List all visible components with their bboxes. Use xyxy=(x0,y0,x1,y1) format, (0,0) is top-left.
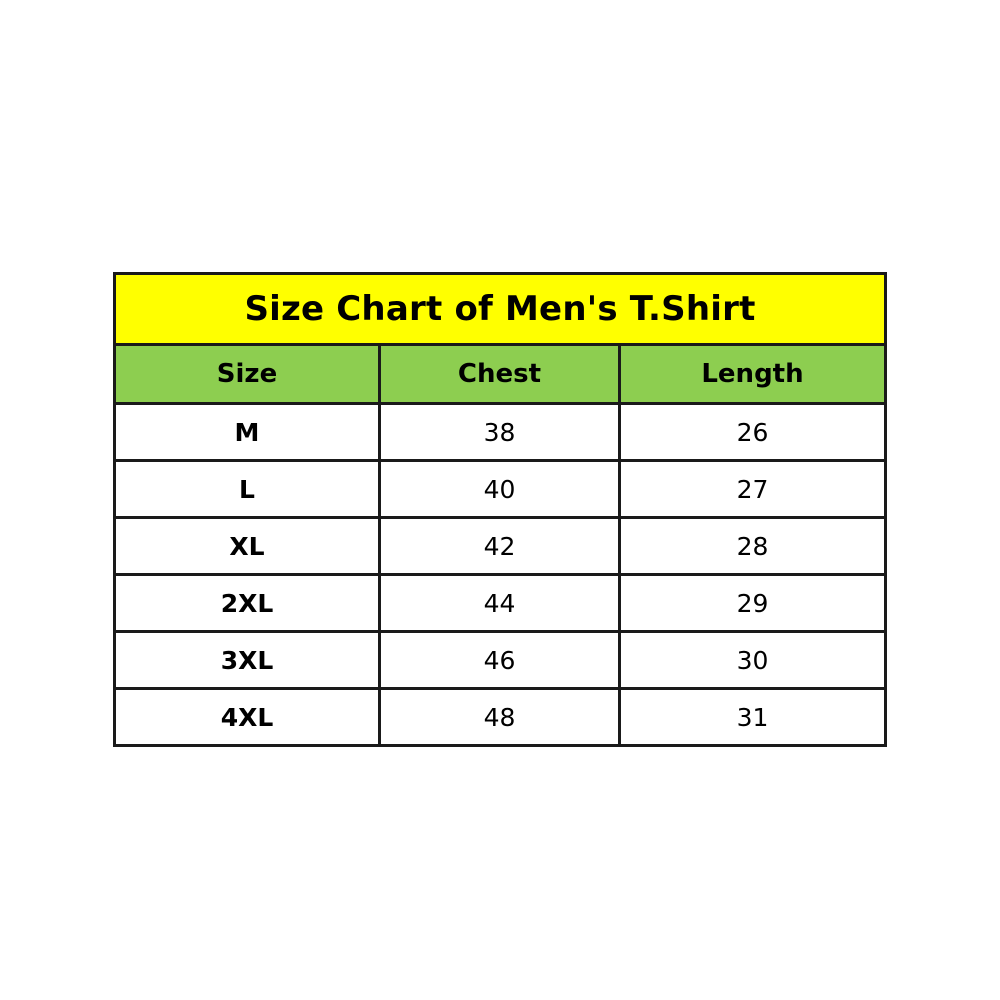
chart-title: Size Chart of Men's T.Shirt xyxy=(113,272,887,346)
cell-size: M xyxy=(113,402,381,462)
table-header-row: Size Chest Length xyxy=(113,343,887,405)
table-row: M 38 26 xyxy=(113,402,887,462)
column-header-length: Length xyxy=(618,343,887,405)
cell-size: XL xyxy=(113,516,381,576)
cell-chest: 44 xyxy=(378,573,621,633)
cell-size: L xyxy=(113,459,381,519)
cell-chest: 38 xyxy=(378,402,621,462)
cell-length: 28 xyxy=(618,516,887,576)
table-row: 4XL 48 31 xyxy=(113,687,887,747)
cell-size: 3XL xyxy=(113,630,381,690)
cell-length: 29 xyxy=(618,573,887,633)
cell-length: 27 xyxy=(618,459,887,519)
table-row: L 40 27 xyxy=(113,459,887,519)
size-chart-table: Size Chart of Men's T.Shirt Size Chest L… xyxy=(113,272,887,747)
cell-chest: 42 xyxy=(378,516,621,576)
table-row: 3XL 46 30 xyxy=(113,630,887,690)
table-row: 2XL 44 29 xyxy=(113,573,887,633)
column-header-size: Size xyxy=(113,343,381,405)
cell-length: 26 xyxy=(618,402,887,462)
cell-length: 30 xyxy=(618,630,887,690)
cell-chest: 48 xyxy=(378,687,621,747)
table-title-row: Size Chart of Men's T.Shirt xyxy=(113,272,887,346)
cell-chest: 40 xyxy=(378,459,621,519)
cell-size: 4XL xyxy=(113,687,381,747)
cell-chest: 46 xyxy=(378,630,621,690)
column-header-chest: Chest xyxy=(378,343,621,405)
cell-size: 2XL xyxy=(113,573,381,633)
table-row: XL 42 28 xyxy=(113,516,887,576)
cell-length: 31 xyxy=(618,687,887,747)
